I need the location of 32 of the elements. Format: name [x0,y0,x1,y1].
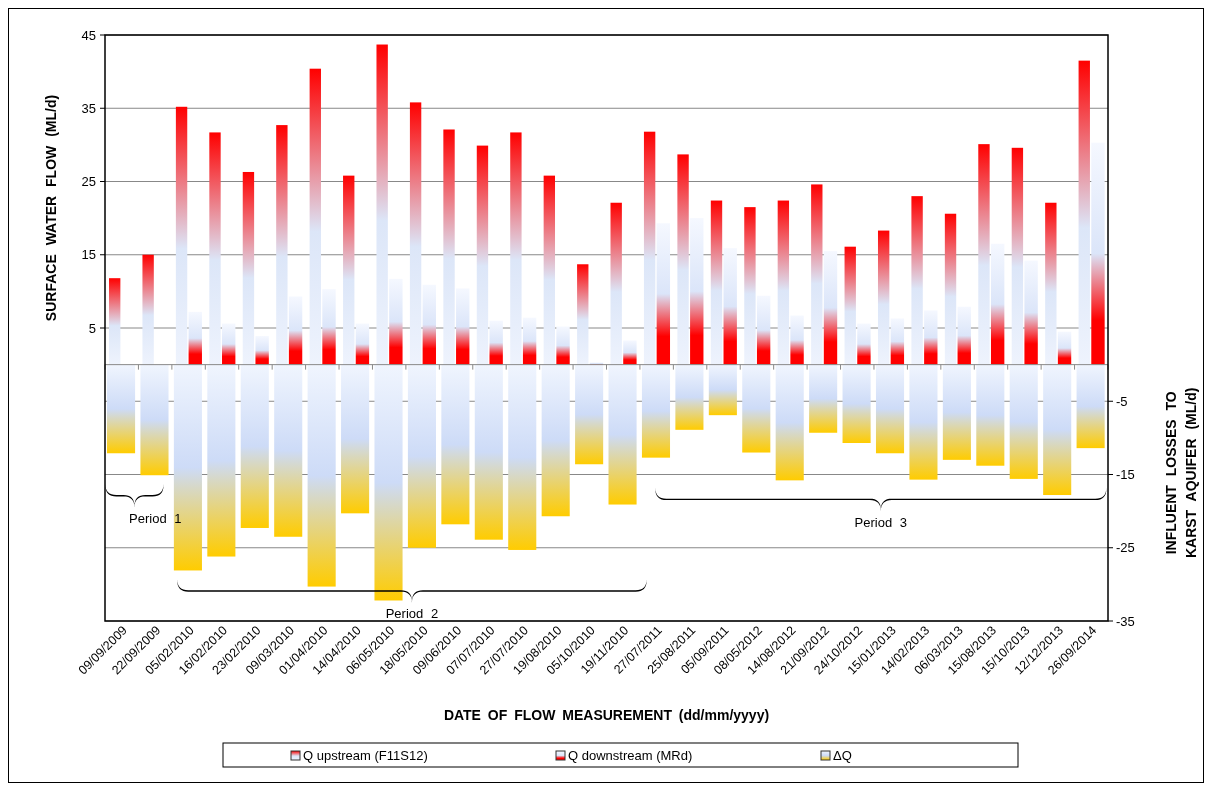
bar [389,278,403,365]
annotation: Period 2 [385,606,439,622]
bar [489,320,503,365]
y2-tick-label: -25 [1116,540,1135,556]
annotation: Period 3 [854,514,908,530]
bar [957,306,971,365]
y2-tick-label: -15 [1116,467,1135,483]
bar [924,310,938,365]
bar [255,336,269,365]
bar [322,289,336,365]
legend-label: Q upstream (F11S12) [303,748,428,763]
bar [222,323,236,365]
legend-label: ΔQ [833,748,852,763]
bar [857,323,871,365]
annotation: Period 1 [129,511,182,527]
y-tick-label: 45 [81,27,96,43]
bar [556,326,570,365]
bar [422,284,436,365]
bar [790,315,804,365]
y-tick-label: 25 [81,174,96,190]
y2-tick-label: -35 [1116,613,1135,629]
y-tick-label: 15 [81,247,96,263]
y2-tick-label: -5 [1116,393,1128,409]
y-axis-title: SURFACE WATER FLOW (ML/d) [43,94,59,322]
bar [456,288,470,365]
y2-axis-title: INFLUENT LOSSES TO KARST AQUIFER (ML/d) [1163,387,1199,559]
y-tick-label: 5 [88,320,96,336]
bar [188,311,202,365]
y-tick-label: 35 [81,100,96,116]
x-axis-title: DATE OF FLOW MEASUREMENT (dd/mm/yyyy) [443,707,770,723]
legend-label: Q downstream (MRd) [568,748,693,763]
bar [623,340,637,365]
